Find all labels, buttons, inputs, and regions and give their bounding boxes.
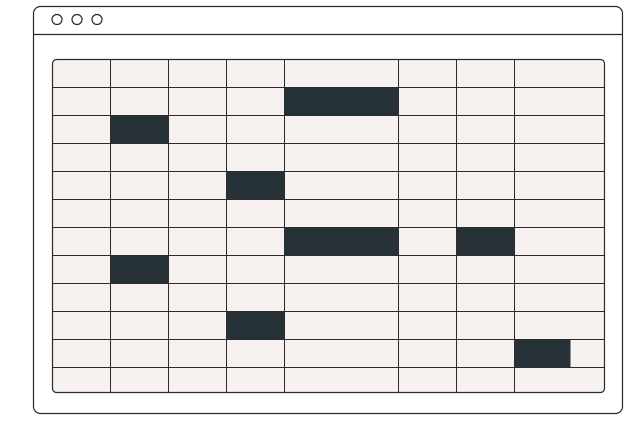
filled-cell — [284, 87, 399, 116]
window-button[interactable] — [51, 13, 63, 26]
filled-cell — [226, 311, 285, 340]
window-button[interactable] — [91, 13, 103, 26]
filled-cell — [110, 255, 169, 284]
window-button[interactable] — [71, 13, 83, 26]
filled-cell — [514, 339, 571, 368]
filled-cell — [284, 227, 399, 256]
filled-cell — [226, 171, 285, 200]
filled-cell — [110, 115, 169, 144]
filled-cell — [456, 227, 515, 256]
grid-background — [51, 58, 606, 394]
grid — [51, 58, 606, 394]
